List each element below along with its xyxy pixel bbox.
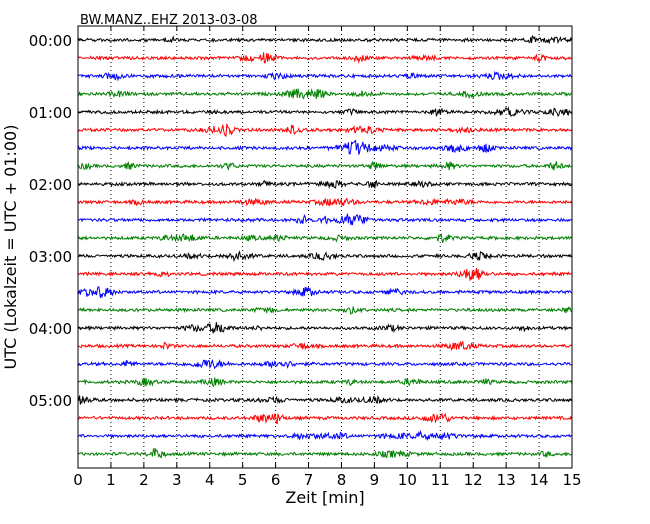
- seismic-trace: [77, 88, 572, 100]
- x-tick-label: 12: [464, 471, 483, 489]
- y-tick-label: 03:00: [29, 248, 72, 266]
- seismic-trace: [77, 429, 572, 442]
- seismic-trace: [77, 358, 572, 370]
- y-tick-label: 04:00: [29, 320, 72, 338]
- seismic-trace: [77, 232, 573, 244]
- x-tick-label: 5: [238, 471, 248, 489]
- y-axis-label: UTC (Lokalzeit = UTC + 01:00): [1, 125, 20, 370]
- seismic-trace: [77, 197, 573, 207]
- seismic-trace: [77, 412, 573, 425]
- seismic-trace: [77, 70, 573, 82]
- x-tick-label: 13: [497, 471, 516, 489]
- x-tick-label: 3: [172, 471, 182, 489]
- x-tick-label: 6: [271, 471, 281, 489]
- x-tick-label: 15: [562, 471, 581, 489]
- grid-layer: [110, 26, 540, 468]
- seismic-trace: [77, 106, 573, 118]
- x-tick-label: 10: [398, 471, 417, 489]
- x-tick-label: 11: [431, 471, 450, 489]
- x-tick-label: 1: [106, 471, 116, 489]
- seismic-trace: [77, 250, 572, 263]
- x-tick-label: 4: [205, 471, 215, 489]
- y-tick-label: 01:00: [29, 104, 72, 122]
- x-tick-label: 2: [139, 471, 149, 489]
- seismic-trace: [77, 139, 573, 155]
- x-tick-label: 7: [304, 471, 314, 489]
- x-tick-label: 14: [530, 471, 549, 489]
- seismic-trace: [77, 212, 572, 226]
- seismic-trace: [77, 34, 573, 45]
- trace-layer: [77, 34, 573, 459]
- seismic-trace: [77, 322, 573, 334]
- tick-layer: 0 1 2 3 4 5 6 7 8 9 10 11 12 13 14 1500:0001:0002:0003:…: [29, 26, 582, 489]
- plot-frame: [77, 25, 573, 469]
- seismic-trace: [77, 179, 572, 190]
- y-tick-label: 05:00: [29, 392, 72, 410]
- seismic-trace: [77, 377, 573, 388]
- seismic-trace: [77, 340, 572, 351]
- x-tick-label: 8: [337, 471, 347, 489]
- x-tick-label: 0: [73, 471, 83, 489]
- seismic-trace: [77, 395, 573, 405]
- seismic-trace: [77, 286, 572, 299]
- y-tick-label: 02:00: [29, 176, 72, 194]
- y-tick-label: 00:00: [29, 32, 72, 50]
- x-tick-label: 9: [370, 471, 380, 489]
- chart-title: BW.MANZ..EHZ 2013-03-08: [80, 13, 258, 28]
- seismic-trace: [77, 447, 572, 459]
- seismic-trace: [77, 160, 572, 171]
- seismic-trace: [77, 306, 573, 316]
- seismic-trace: [77, 268, 572, 281]
- x-axis-label: Zeit [min]: [285, 488, 364, 507]
- seismic-trace: [77, 123, 572, 137]
- seismic-trace: [77, 52, 572, 64]
